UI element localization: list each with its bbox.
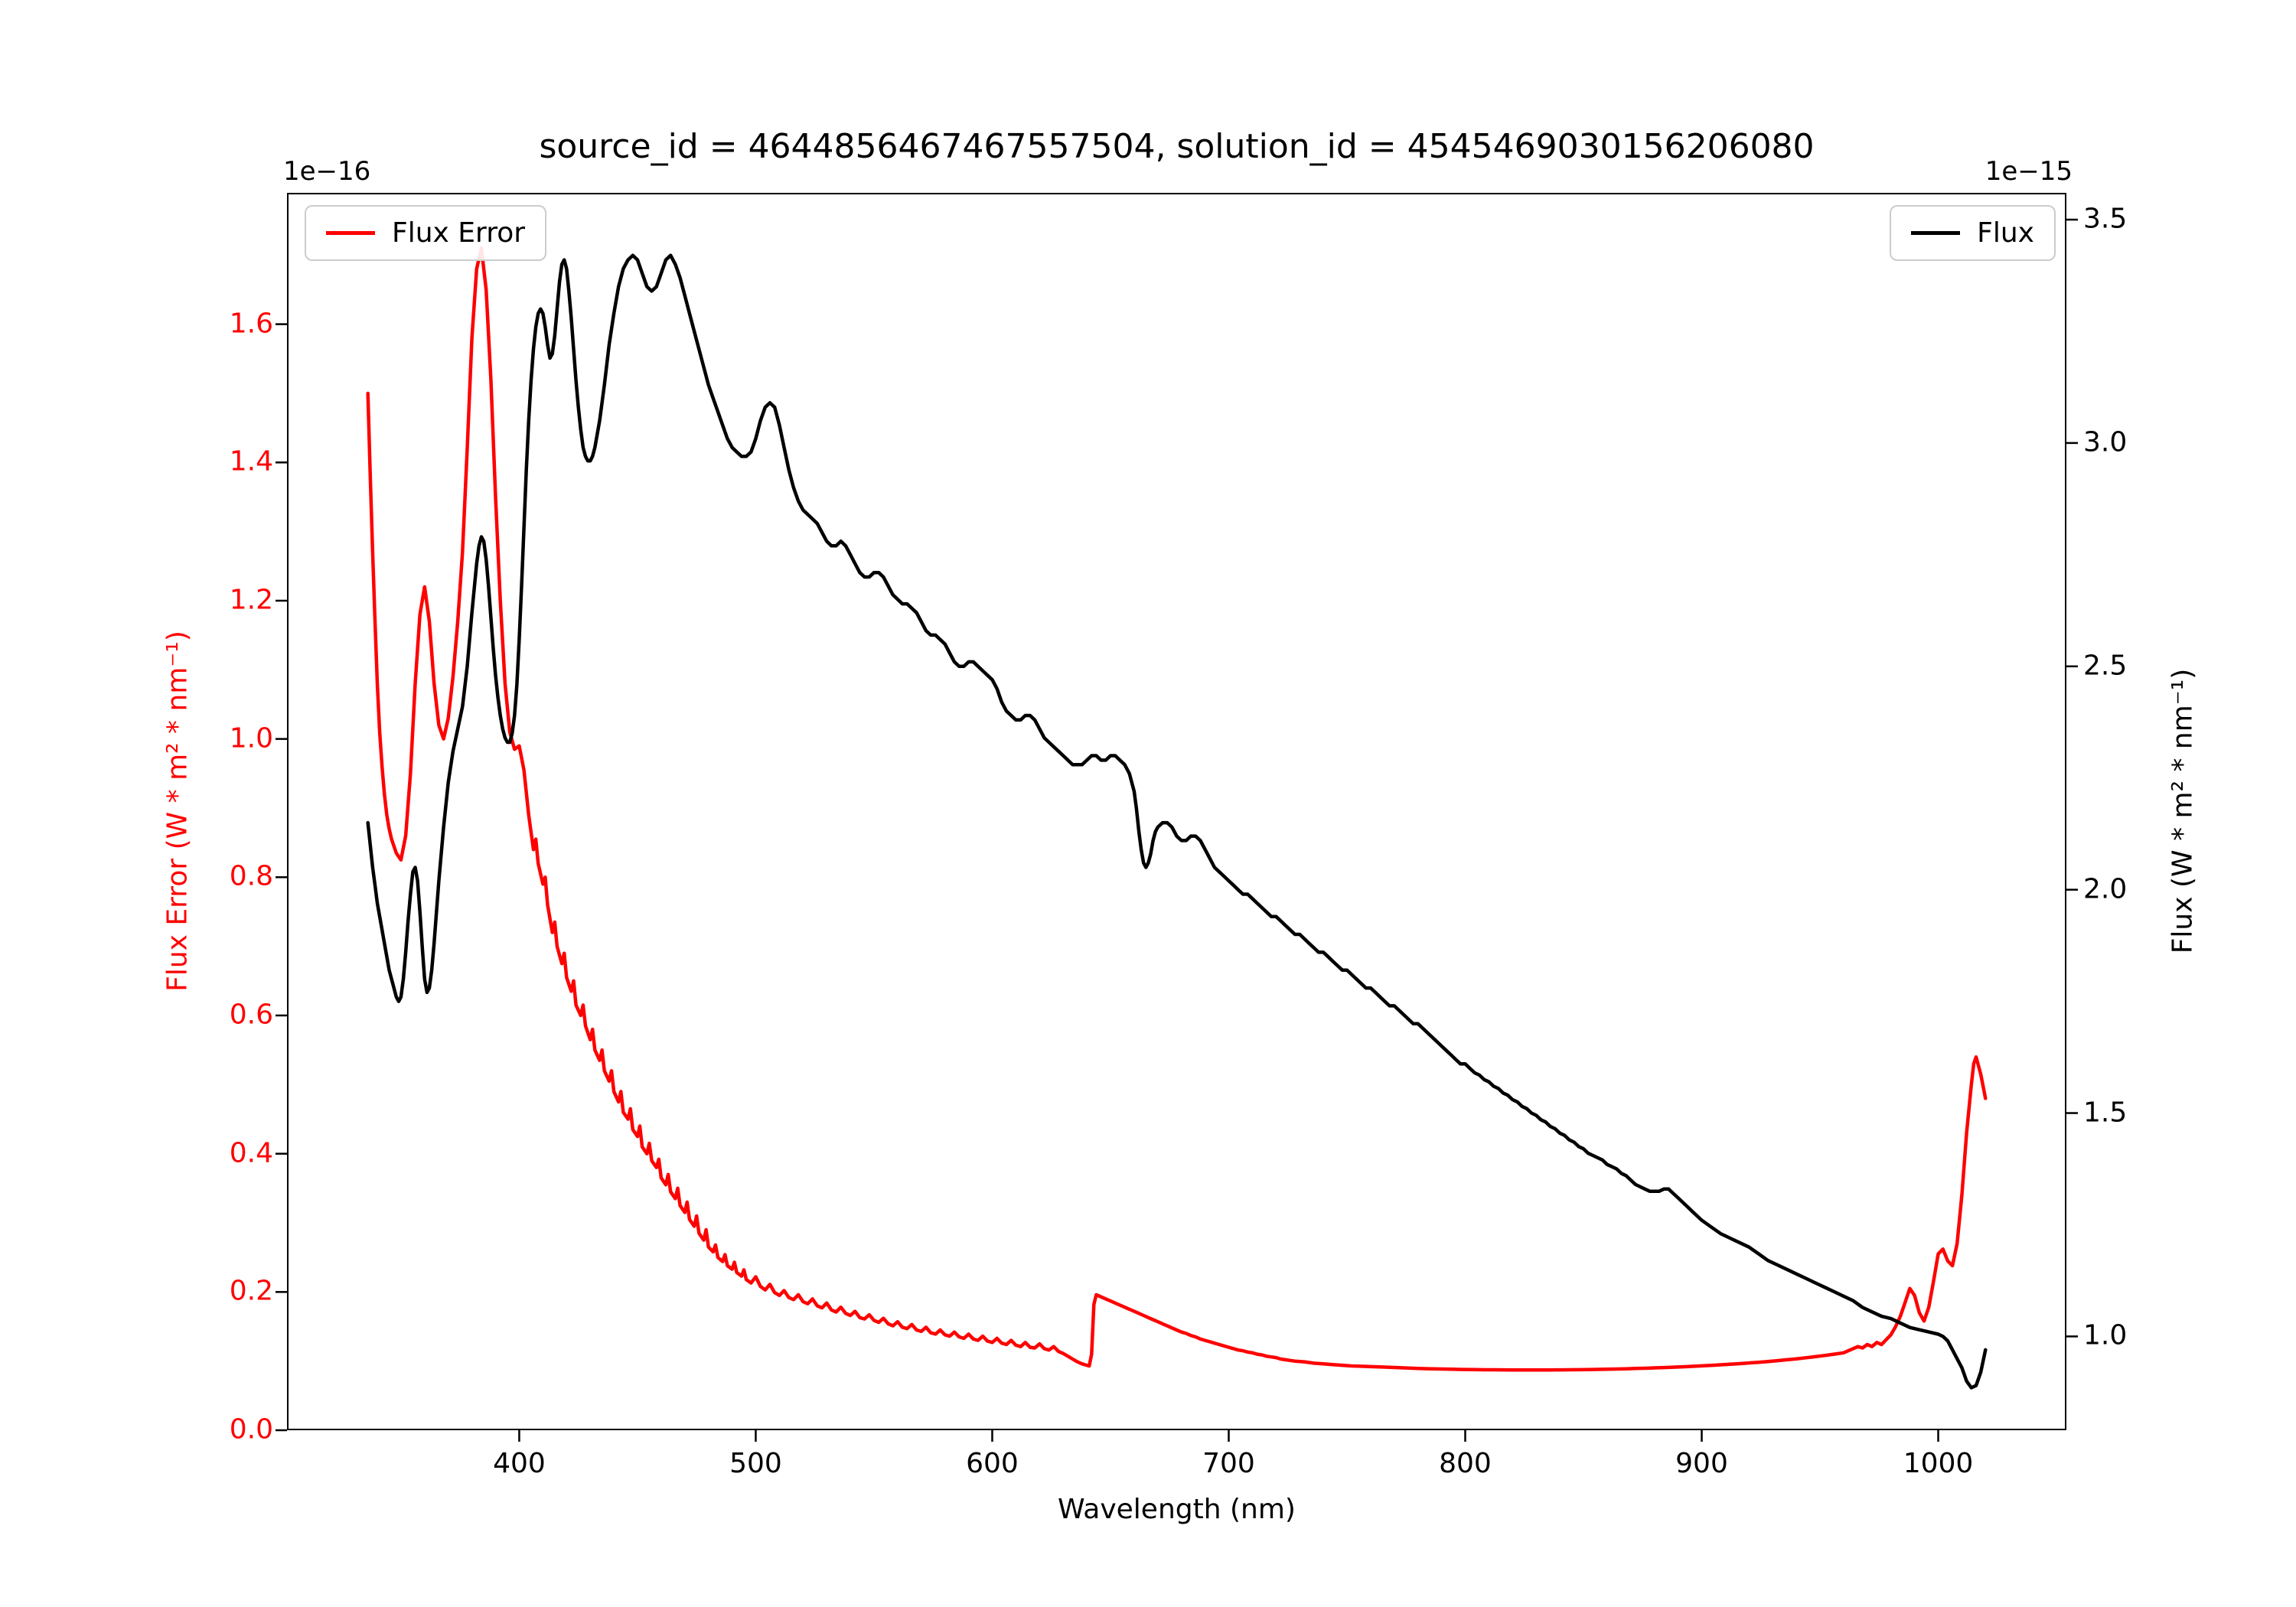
x-tick-label: 1000: [1903, 1448, 1974, 1479]
series-lines: [366, 246, 1988, 1390]
x-tick-label: 600: [966, 1448, 1019, 1479]
left-y-tick-label: 1.4: [229, 445, 273, 478]
left-y-tick-label: 0.2: [229, 1276, 273, 1308]
left-y-tick-label: 1.0: [229, 722, 273, 755]
left-y-axis-label: Flux Error (W * m² * nm⁻¹): [161, 631, 194, 992]
tick-marks: [276, 218, 2078, 1442]
x-tick-label: 900: [1675, 1448, 1728, 1479]
left-axis-offset-label: 1e−16: [283, 156, 371, 187]
right-y-tick-label: 1.0: [2083, 1320, 2128, 1352]
right-y-tick-label: 2.5: [2083, 650, 2128, 682]
right-y-tick-label: 3.0: [2083, 426, 2128, 458]
x-tick-label: 800: [1439, 1448, 1492, 1479]
flux-error-series-line: [366, 246, 1988, 1372]
x-tick-label: 500: [729, 1448, 782, 1479]
x-tick-label: 700: [1202, 1448, 1255, 1479]
right-y-axis-label: Flux (W * m² * nm⁻¹): [2167, 668, 2199, 954]
x-tick-label: 400: [493, 1448, 546, 1479]
legend-flux-error: Flux Error: [305, 205, 547, 261]
x-axis-label: Wavelength (nm): [1058, 1494, 1296, 1525]
left-y-tick-label: 0.8: [229, 860, 273, 892]
flux-error-line-icon: [326, 231, 375, 235]
left-y-tick-label: 0.6: [229, 999, 273, 1031]
left-y-tick-label: 1.6: [229, 308, 273, 340]
legend-flux-label: Flux: [1977, 217, 2034, 249]
right-axis-offset-label: 1e−15: [1985, 156, 2073, 187]
flux-line-icon: [1911, 231, 1961, 235]
axes-frame: [287, 193, 2066, 1430]
right-y-tick-label: 3.5: [2083, 203, 2128, 235]
left-y-tick-label: 0.0: [229, 1413, 273, 1446]
left-y-tick-label: 0.4: [229, 1137, 273, 1169]
right-y-tick-label: 2.0: [2083, 873, 2128, 905]
left-y-tick-label: 1.2: [229, 584, 273, 616]
legend-flux: Flux: [1890, 205, 2056, 261]
legend-flux-error-label: Flux Error: [392, 217, 526, 249]
right-y-tick-label: 1.5: [2083, 1097, 2128, 1129]
chart-title: source_id = 4644856467467557504, solutio…: [539, 127, 1815, 166]
flux-series-line: [366, 253, 1988, 1390]
